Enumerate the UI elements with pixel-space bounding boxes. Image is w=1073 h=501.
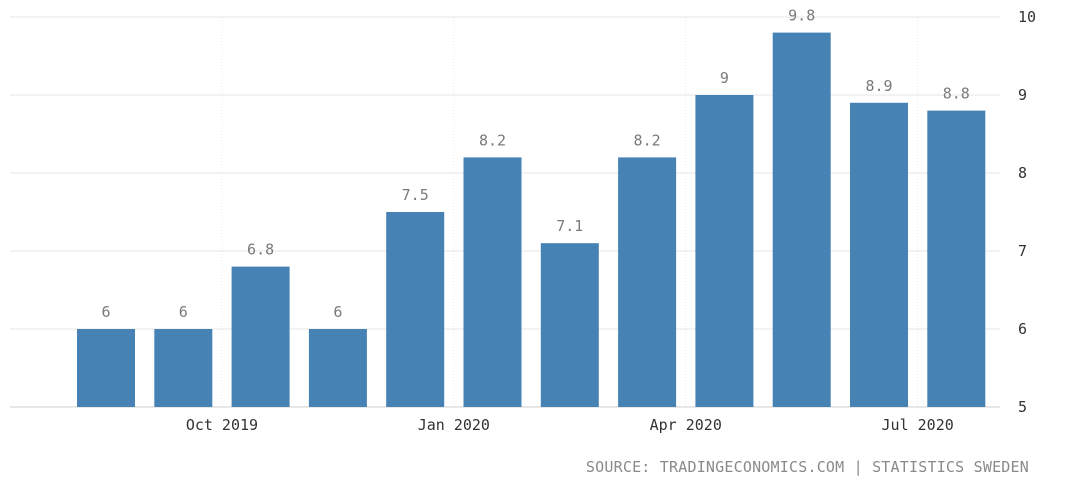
y-tick-label: 6 bbox=[1018, 320, 1027, 338]
bar bbox=[463, 157, 522, 407]
bars bbox=[77, 32, 986, 408]
source-note: SOURCE: TRADINGECONOMICS.COM | STATISTIC… bbox=[585, 458, 1029, 476]
x-tick-label: Apr 2020 bbox=[650, 416, 722, 434]
bar-value-label: 8.8 bbox=[943, 85, 970, 103]
bar-value-label: 6.8 bbox=[247, 241, 274, 259]
bar bbox=[927, 110, 986, 407]
bar bbox=[695, 95, 754, 407]
data-labels: 6 6 6.8 6 7.5 8.2 7.1 8.2 9 9.8 8.9 8.8 bbox=[101, 7, 969, 321]
bar bbox=[850, 102, 908, 408]
bar-value-label: 8.9 bbox=[865, 77, 892, 95]
bar bbox=[154, 329, 213, 407]
y-tick-label: 10 bbox=[1018, 8, 1036, 26]
bar bbox=[308, 329, 367, 407]
x-tick-label: Jul 2020 bbox=[882, 416, 954, 434]
bar-value-label: 9 bbox=[720, 69, 729, 87]
y-tick-label: 8 bbox=[1018, 164, 1027, 182]
y-tick-label: 5 bbox=[1018, 398, 1027, 416]
x-axis: Oct 2019 Jan 2020 Apr 2020 Jul 2020 bbox=[186, 416, 954, 434]
bar bbox=[231, 266, 290, 407]
bar-value-label: 6 bbox=[101, 303, 110, 321]
bar bbox=[618, 157, 677, 407]
bar bbox=[540, 243, 599, 407]
bar-value-label: 7.1 bbox=[556, 217, 583, 235]
bar bbox=[77, 329, 135, 407]
y-tick-label: 7 bbox=[1018, 242, 1027, 260]
x-tick-label: Oct 2019 bbox=[186, 416, 258, 434]
y-tick-label: 9 bbox=[1018, 86, 1027, 104]
bar-value-label: 7.5 bbox=[402, 186, 429, 204]
bar-value-label: 8.2 bbox=[479, 131, 506, 149]
bar bbox=[772, 32, 831, 407]
bar-value-label: 9.8 bbox=[788, 7, 815, 25]
x-tick-label: Jan 2020 bbox=[418, 416, 490, 434]
y-axis: 5 6 7 8 9 10 bbox=[1018, 8, 1036, 416]
bar-value-label: 6 bbox=[179, 303, 188, 321]
bar-value-label: 8.2 bbox=[634, 131, 661, 149]
bar bbox=[386, 212, 445, 407]
bar-value-label: 6 bbox=[333, 303, 342, 321]
